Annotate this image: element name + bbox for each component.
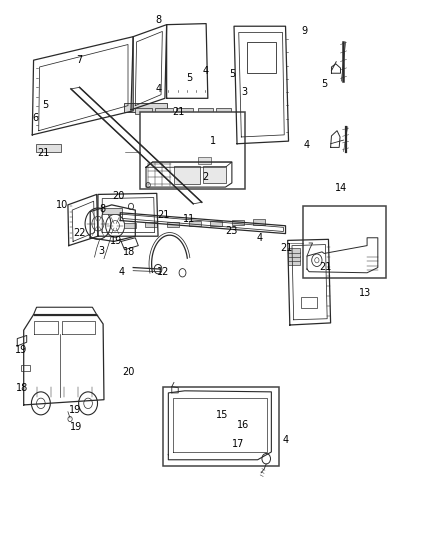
Bar bbox=[198, 108, 212, 115]
Bar bbox=[167, 222, 179, 227]
Bar bbox=[135, 108, 152, 115]
Text: 9: 9 bbox=[302, 27, 308, 36]
Bar bbox=[174, 166, 200, 184]
Text: 19: 19 bbox=[14, 345, 27, 355]
Text: 15: 15 bbox=[216, 410, 229, 421]
Text: 4: 4 bbox=[304, 140, 310, 150]
Text: 2: 2 bbox=[202, 172, 208, 182]
Text: 14: 14 bbox=[335, 183, 347, 193]
Text: 21: 21 bbox=[38, 148, 50, 158]
Text: 19: 19 bbox=[71, 422, 83, 432]
Bar bbox=[300, 297, 317, 308]
Bar bbox=[210, 221, 222, 226]
Bar bbox=[145, 222, 157, 228]
Bar bbox=[36, 144, 60, 151]
Text: 19: 19 bbox=[110, 237, 122, 246]
Bar bbox=[155, 108, 173, 115]
Text: 5: 5 bbox=[321, 79, 327, 88]
Text: 5: 5 bbox=[229, 69, 235, 79]
Text: 7: 7 bbox=[76, 55, 83, 65]
Text: 3: 3 bbox=[98, 246, 104, 256]
Bar bbox=[140, 112, 245, 189]
Text: 16: 16 bbox=[237, 421, 249, 430]
Bar bbox=[288, 252, 300, 257]
Bar bbox=[188, 221, 201, 227]
Bar bbox=[232, 220, 244, 225]
Text: 11: 11 bbox=[183, 214, 195, 224]
Bar bbox=[124, 103, 166, 112]
Bar bbox=[203, 166, 226, 183]
Bar bbox=[253, 220, 265, 225]
Bar bbox=[198, 157, 211, 164]
Bar bbox=[102, 208, 122, 214]
Text: 8: 8 bbox=[156, 15, 162, 25]
Text: 18: 18 bbox=[123, 247, 135, 257]
Text: 21: 21 bbox=[157, 211, 170, 220]
Bar bbox=[288, 260, 300, 265]
Text: 4: 4 bbox=[257, 233, 263, 243]
Text: 5: 5 bbox=[42, 100, 48, 110]
Text: 20: 20 bbox=[123, 367, 135, 377]
Text: 21: 21 bbox=[319, 262, 332, 271]
Bar bbox=[288, 256, 300, 262]
Bar bbox=[21, 365, 30, 371]
Text: 4: 4 bbox=[283, 435, 289, 445]
Text: 19: 19 bbox=[69, 405, 81, 415]
Text: 22: 22 bbox=[73, 228, 86, 238]
Text: 13: 13 bbox=[359, 288, 371, 297]
Text: 4: 4 bbox=[156, 84, 162, 94]
Text: 6: 6 bbox=[32, 112, 39, 123]
Text: 12: 12 bbox=[157, 266, 170, 277]
Bar bbox=[247, 42, 276, 73]
Bar bbox=[216, 108, 231, 115]
Text: 1: 1 bbox=[209, 136, 215, 146]
Text: 8: 8 bbox=[99, 204, 105, 214]
Bar bbox=[163, 386, 279, 466]
Text: 10: 10 bbox=[56, 200, 68, 210]
Text: 5: 5 bbox=[186, 74, 192, 84]
Text: 23: 23 bbox=[226, 226, 238, 236]
Text: 18: 18 bbox=[16, 383, 28, 393]
Text: 3: 3 bbox=[242, 86, 248, 96]
Bar bbox=[303, 206, 386, 278]
Bar bbox=[124, 223, 136, 228]
Text: 20: 20 bbox=[112, 191, 124, 201]
Text: 17: 17 bbox=[232, 439, 244, 449]
Bar bbox=[176, 108, 193, 115]
Text: 21: 21 bbox=[172, 107, 184, 117]
Text: 21: 21 bbox=[281, 243, 293, 253]
Bar bbox=[288, 248, 300, 254]
Text: 4: 4 bbox=[118, 266, 124, 277]
Text: 4: 4 bbox=[203, 66, 209, 76]
